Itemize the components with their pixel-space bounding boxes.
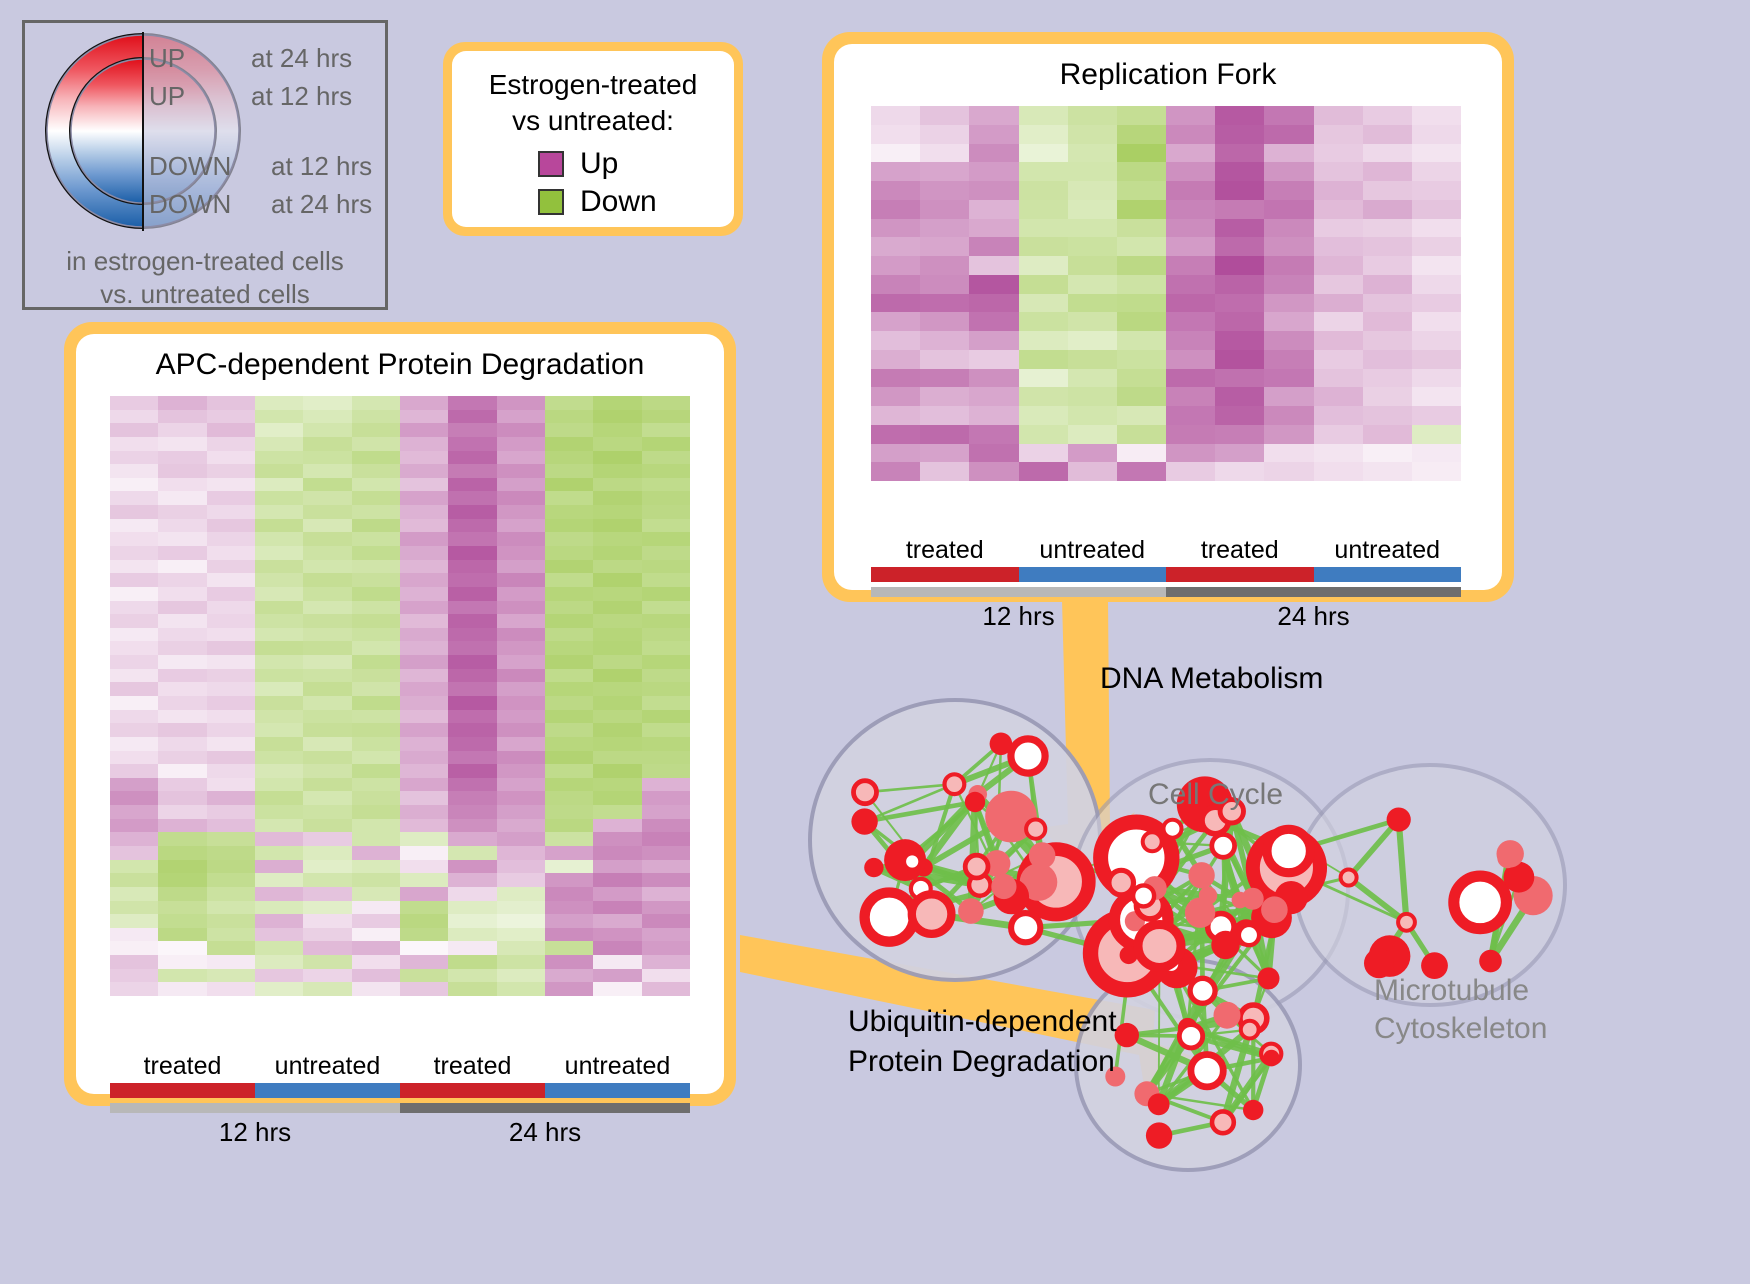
- microtubule-line-2: Cytoskeleton: [1374, 1010, 1547, 1048]
- network-node[interactable]: [1263, 1050, 1280, 1067]
- network-node[interactable]: [1243, 1100, 1263, 1120]
- network-node[interactable]: [1190, 978, 1215, 1003]
- network-node[interactable]: [1241, 1021, 1259, 1039]
- network-node[interactable]: [1164, 820, 1182, 838]
- network-node[interactable]: [1109, 870, 1134, 895]
- network-node[interactable]: [1188, 862, 1214, 888]
- network-node[interactable]: [1261, 896, 1288, 923]
- network-node[interactable]: [1258, 967, 1280, 989]
- network-node[interactable]: [1212, 1111, 1234, 1133]
- cluster-label-microtubule-cytoskeleton: Microtubule Cytoskeleton: [1374, 972, 1547, 1048]
- ubiquitin-line-2: Protein Degradation: [848, 1042, 1117, 1082]
- network-node[interactable]: [1211, 931, 1239, 959]
- network-node[interactable]: [1029, 842, 1056, 869]
- network-node[interactable]: [990, 733, 1013, 756]
- ubiquitin-line-1: Ubiquitin-dependent: [848, 1002, 1117, 1042]
- cluster-label-dna-metabolism: DNA Metabolism: [1100, 662, 1323, 696]
- network-svg: [770, 600, 1750, 1279]
- network-node[interactable]: [945, 774, 965, 794]
- network-node[interactable]: [958, 898, 984, 924]
- network-node[interactable]: [1146, 1122, 1172, 1148]
- network-node[interactable]: [864, 858, 883, 877]
- network-node[interactable]: [1479, 950, 1502, 973]
- network-node[interactable]: [1026, 820, 1045, 839]
- network-node[interactable]: [1497, 848, 1518, 869]
- cluster-label-ubiquitin-dependent-protein-degradation: Ubiquitin-dependent Protein Degradation: [848, 1002, 1117, 1082]
- network-node[interactable]: [1185, 898, 1215, 928]
- network-node[interactable]: [1454, 876, 1507, 929]
- network-node[interactable]: [854, 781, 877, 804]
- network-node[interactable]: [1138, 925, 1181, 968]
- network-node[interactable]: [1214, 1002, 1241, 1029]
- network-node[interactable]: [851, 808, 877, 834]
- network-node[interactable]: [1179, 1025, 1202, 1048]
- network-node[interactable]: [1011, 913, 1040, 942]
- cluster-label-cell-cycle: Cell Cycle: [1148, 778, 1283, 812]
- network-node[interactable]: [1011, 739, 1045, 773]
- network-node[interactable]: [1341, 870, 1357, 886]
- network-node[interactable]: [1387, 808, 1411, 832]
- microtubule-line-1: Microtubule: [1374, 972, 1547, 1010]
- network-node[interactable]: [965, 792, 985, 812]
- network-node[interactable]: [1191, 1055, 1223, 1087]
- network-node[interactable]: [1148, 1093, 1170, 1115]
- network-node[interactable]: [865, 893, 914, 942]
- network-diagram: DNA Metabolism Cell Cycle Microtubule Cy…: [770, 600, 1750, 1279]
- network-node[interactable]: [1267, 829, 1310, 872]
- network-node[interactable]: [1143, 832, 1162, 851]
- network-node[interactable]: [965, 855, 988, 878]
- network-node[interactable]: [1242, 888, 1264, 910]
- network-node[interactable]: [1212, 835, 1235, 858]
- network-node[interactable]: [1115, 1023, 1139, 1047]
- network-node[interactable]: [904, 853, 920, 869]
- network-node[interactable]: [1133, 885, 1154, 906]
- network-node[interactable]: [991, 874, 1016, 899]
- network-node[interactable]: [912, 894, 952, 934]
- network-node[interactable]: [1398, 914, 1415, 931]
